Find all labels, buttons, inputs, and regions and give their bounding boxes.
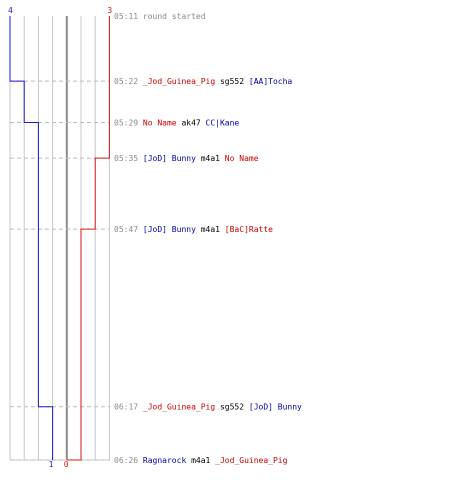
team-count-series xyxy=(9,16,110,461)
red-end-count-label: 0 xyxy=(64,460,69,469)
event-time: 05:22 xyxy=(114,77,143,86)
killer-name: _Jod_Guinea_Pig xyxy=(143,77,215,86)
grid-lines xyxy=(9,16,110,461)
weapon-name: sg552 xyxy=(215,77,249,86)
weapon-name: ak47 xyxy=(177,119,206,128)
weapon-name: m4a1 xyxy=(196,225,225,234)
kill-event: 06:17 _Jod_Guinea_Pig sg552 [JoD] Bunny xyxy=(114,403,302,412)
event-time: 05:35 xyxy=(114,154,143,163)
killer-name: [JoD] Bunny xyxy=(143,154,196,163)
kill-event: 05:47 [JoD] Bunny m4a1 [BaC]Ratte xyxy=(114,225,273,234)
victim-name: [JoD] Bunny xyxy=(249,403,302,412)
killer-name: _Jod_Guinea_Pig xyxy=(143,403,215,412)
event-time: 06:17 xyxy=(114,403,143,412)
event-time: 05:47 xyxy=(114,225,143,234)
blue-end-count-label: 1 xyxy=(49,460,54,469)
victim-name: CC|Kane xyxy=(206,119,240,128)
event-time: 05:11 xyxy=(114,12,143,21)
victim-name: [BaC]Ratte xyxy=(225,225,273,234)
killer-name: Ragnarock xyxy=(143,456,187,465)
event-time: 06:26 xyxy=(114,456,143,465)
count-labels: 4 1 3 0 xyxy=(8,6,112,469)
red-start-count-label: 3 xyxy=(107,6,112,15)
victim-name: _Jod_Guinea_Pig xyxy=(215,456,287,465)
weapon-name: m4a1 xyxy=(186,456,215,465)
red-team-step-line xyxy=(66,16,110,461)
event-time: 05:29 xyxy=(114,119,143,128)
weapon-name: sg552 xyxy=(215,403,249,412)
kill-feed: 05:11 round started 05:22 _Jod_Guinea_Pig… xyxy=(114,12,302,465)
blue-team-step-line xyxy=(9,16,54,460)
kill-event: 05:35 [JoD] Bunny m4a1 No Name xyxy=(114,154,259,163)
victim-name: No Name xyxy=(225,154,259,163)
killer-name: [JoD] Bunny xyxy=(143,225,196,234)
killer-name: No Name xyxy=(143,119,177,128)
kill-event: 06:26 Ragnarock m4a1 _Jod_Guinea_Pig xyxy=(114,456,288,465)
kill-event: 05:29 No Name ak47 CC|Kane xyxy=(114,119,239,128)
victim-name: [AA]Tocha xyxy=(249,77,293,86)
blue-start-count-label: 4 xyxy=(8,6,13,15)
round-start-event: 05:11 round started xyxy=(114,12,206,21)
event-system-text: round started xyxy=(143,12,206,21)
weapon-name: m4a1 xyxy=(196,154,225,163)
kill-event: 05:22 _Jod_Guinea_Pig sg552 [AA]Tocha xyxy=(114,77,292,86)
